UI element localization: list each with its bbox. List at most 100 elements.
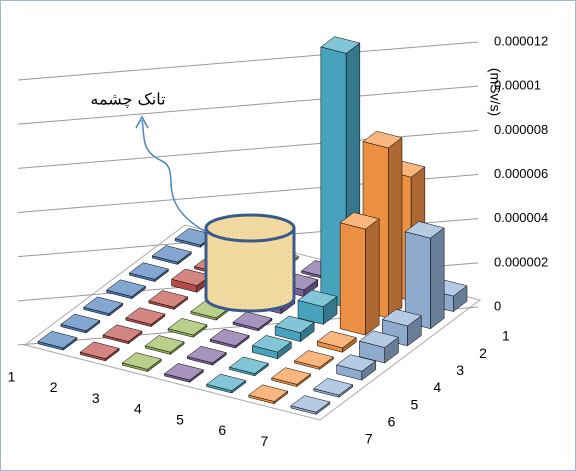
depth-tick-label: 4	[433, 379, 441, 395]
bar	[125, 307, 166, 328]
depth-tick-label: 3	[456, 362, 464, 378]
bar-top	[320, 36, 361, 54]
bar	[167, 318, 208, 338]
x-tick-label: 3	[92, 390, 100, 406]
bar	[339, 212, 380, 336]
bar-top	[232, 311, 273, 329]
bar-top	[79, 341, 120, 359]
bar	[144, 335, 185, 355]
bar-top	[148, 290, 189, 308]
y-axis-label: (mSv/s)	[487, 68, 503, 116]
arrow-head	[135, 115, 149, 129]
x-tick-label: 6	[218, 422, 226, 438]
tank-top	[204, 213, 296, 243]
bar	[163, 363, 204, 383]
bar-top	[125, 307, 166, 325]
bar-top	[336, 354, 377, 372]
bar	[232, 311, 273, 332]
bar	[79, 341, 120, 362]
bar-top	[358, 330, 399, 348]
bar	[248, 384, 289, 405]
bar-top	[290, 395, 331, 413]
arrow	[141, 119, 207, 233]
grid-line	[17, 41, 479, 81]
bar	[293, 350, 334, 370]
bar-top	[83, 296, 124, 314]
bar	[313, 378, 354, 398]
y-tick-label: 0.00001	[494, 78, 541, 93]
annotation: تانک چشمه	[90, 90, 165, 109]
bar-top	[381, 308, 422, 327]
bar	[274, 315, 315, 343]
bar	[186, 345, 227, 366]
bar	[151, 245, 192, 265]
depth-tick-label: 2	[479, 345, 487, 361]
x-tick-label: 1	[8, 368, 16, 384]
bar	[121, 352, 162, 373]
bar	[271, 367, 312, 388]
bar	[37, 330, 78, 351]
depth-tick-label: 1	[502, 328, 510, 344]
bar-top	[128, 262, 169, 280]
bar-top	[274, 315, 315, 334]
x-tick-label: 2	[50, 379, 58, 395]
y-tick-label: 0.000004	[494, 210, 548, 225]
bar-top	[293, 350, 334, 368]
source-tank	[135, 115, 296, 313]
bar-side	[388, 137, 403, 319]
depth-tick-label: 7	[365, 431, 373, 447]
bar	[102, 324, 143, 345]
bar	[106, 279, 147, 300]
bar-top	[316, 330, 357, 349]
bar-top	[209, 328, 250, 347]
bar-top	[167, 318, 208, 336]
bar-front	[339, 222, 366, 336]
bar	[206, 373, 247, 394]
bar	[251, 335, 292, 360]
depth-tick-label: 5	[411, 396, 419, 412]
bar-top	[121, 352, 162, 370]
bar-top	[404, 221, 445, 239]
bar-top	[186, 345, 227, 364]
depth-tick-label: 6	[388, 413, 396, 429]
x-tick-label: 4	[134, 401, 142, 417]
bar-top	[163, 363, 204, 381]
y-tick-label: 0.000006	[494, 166, 548, 181]
labels: 0 0.000002 0.000004 0.000006 0.000008 0.00001…	[8, 33, 549, 448]
x-tick-label: 5	[176, 411, 184, 427]
tank-body	[204, 226, 296, 313]
bar-top	[206, 373, 247, 392]
bar	[404, 221, 445, 330]
bar-top	[228, 356, 269, 374]
bar	[297, 289, 338, 325]
bar-top	[362, 130, 403, 149]
bar	[60, 313, 101, 334]
x-tick-label: 7	[260, 433, 268, 449]
bar	[228, 356, 269, 377]
bar	[336, 354, 377, 381]
bar	[148, 290, 189, 310]
bar	[358, 330, 399, 364]
bar	[209, 328, 250, 349]
y-tick-label: 0.000002	[494, 254, 548, 269]
bar	[128, 262, 169, 283]
bar-side	[365, 218, 380, 336]
bar-top	[37, 330, 78, 349]
bar-top	[60, 313, 101, 332]
bar-top	[248, 384, 289, 402]
bar-top	[106, 279, 147, 297]
bar-top	[251, 335, 292, 353]
bar-top	[151, 245, 192, 263]
grid-line	[17, 85, 479, 125]
bar	[316, 330, 357, 353]
grid-line	[17, 129, 479, 169]
y-tick-label: 0.000008	[494, 122, 548, 137]
bar-top	[102, 324, 143, 342]
bar	[83, 296, 124, 317]
bar-side	[430, 227, 445, 330]
bar-top	[144, 335, 185, 353]
bar-top	[297, 289, 338, 308]
y-tick-label: 0	[494, 298, 501, 313]
